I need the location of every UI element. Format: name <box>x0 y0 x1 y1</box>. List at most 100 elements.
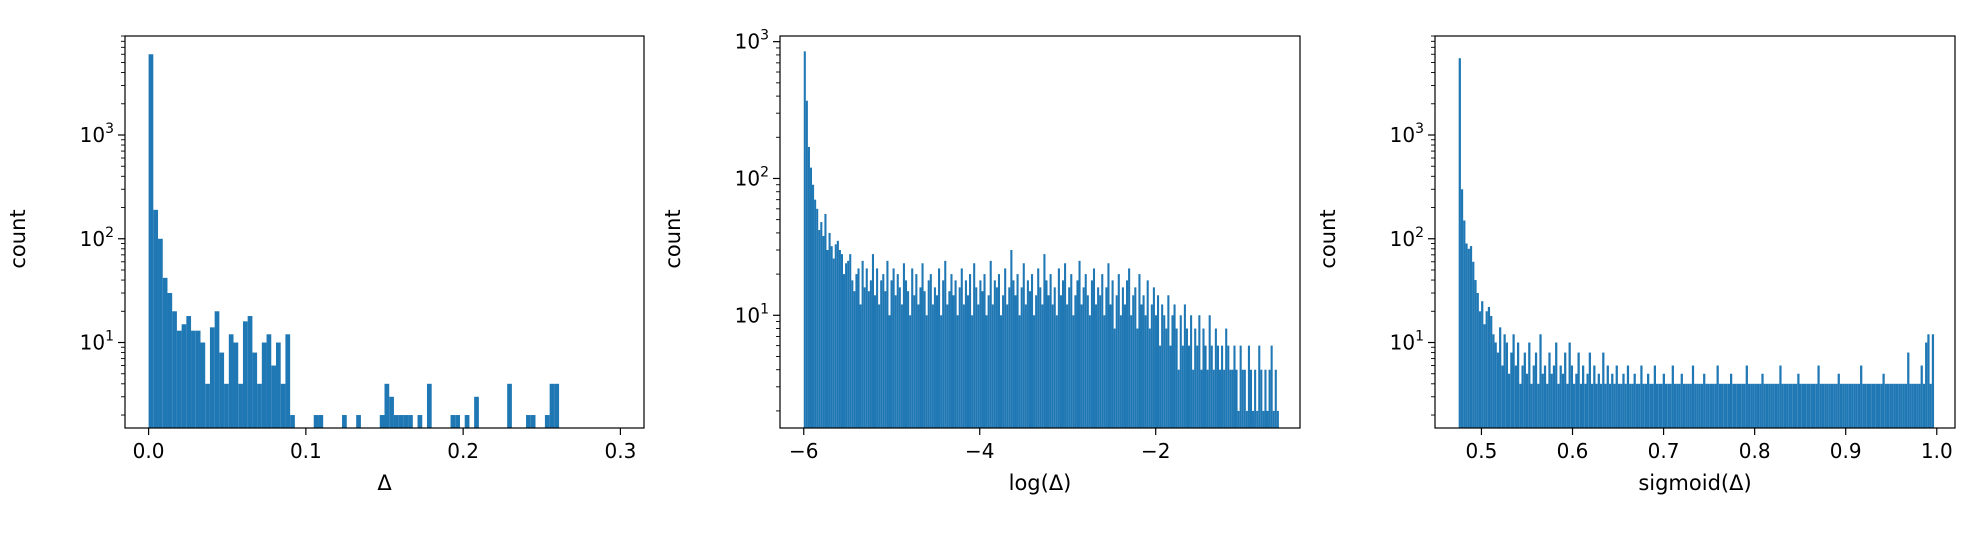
histogram-bar <box>1119 315 1122 428</box>
histogram-bar <box>983 274 986 428</box>
histogram-bar <box>1833 383 1836 428</box>
histogram-bar <box>917 304 920 428</box>
histogram-bar <box>1875 383 1878 428</box>
histogram-bar <box>1499 327 1502 428</box>
histogram-bar <box>1732 383 1735 428</box>
histogram-bar <box>1503 334 1506 428</box>
histogram-bar <box>1006 304 1009 428</box>
histogram-bar <box>1132 295 1135 428</box>
histogram-bar <box>1810 383 1813 428</box>
histogram-bar <box>1651 383 1654 428</box>
histogram-bar <box>1586 373 1589 428</box>
histogram-bar <box>1101 274 1104 428</box>
histogram-bar <box>1624 383 1627 428</box>
histogram-bar <box>859 304 862 428</box>
histogram-bar <box>1855 383 1858 428</box>
histogram-bar <box>1047 295 1050 428</box>
histogram-bar <box>1235 369 1238 428</box>
y-tick-label: 103 <box>735 28 769 54</box>
histogram-bar <box>834 244 837 428</box>
histogram-bar <box>1608 383 1612 428</box>
histogram-bar <box>1723 383 1726 428</box>
histogram-bar <box>1103 315 1106 428</box>
y-axis-label: count <box>6 209 30 268</box>
histogram-bar <box>1837 373 1840 428</box>
histogram-bar <box>1505 342 1509 428</box>
histogram-bar <box>894 295 897 428</box>
histogram-bar <box>985 315 988 428</box>
histogram-bar <box>896 274 899 428</box>
histogram-bar <box>1730 373 1733 428</box>
histogram-bar <box>1227 345 1230 428</box>
histogram-bar <box>1682 383 1686 428</box>
histogram-bar <box>925 315 928 428</box>
histogram-bar <box>861 260 864 428</box>
histogram-bar <box>1121 287 1124 428</box>
x-tick-label: 0.3 <box>605 439 637 463</box>
x-tick-label: 0.5 <box>1466 439 1498 463</box>
histogram-bar <box>890 280 893 428</box>
histogram-bar <box>1465 243 1468 428</box>
histogram-bar <box>1200 369 1203 428</box>
histogram-bar <box>1727 383 1730 428</box>
histogram-bar <box>1109 304 1112 428</box>
histogram-bar <box>1889 383 1892 428</box>
histogram-bar <box>1564 352 1567 428</box>
histogram-bar <box>342 415 347 428</box>
histogram-bar <box>950 274 953 428</box>
histogram-bar <box>944 260 947 428</box>
histogram-bar <box>987 295 990 428</box>
histogram-bar <box>1115 295 1118 428</box>
histogram-bar <box>1512 334 1515 428</box>
histogram-bar <box>1068 287 1071 428</box>
histogram-bar <box>1016 274 1019 428</box>
histogram-bar <box>929 274 932 428</box>
histogram-bar <box>938 268 941 428</box>
histogram-bar <box>1611 373 1614 428</box>
histogram-bar <box>389 396 394 428</box>
histogram-bar <box>186 316 192 428</box>
histogram-bar <box>1192 369 1195 428</box>
histogram-bar <box>1543 365 1547 428</box>
histogram-bar <box>1268 369 1271 428</box>
histogram-bar <box>840 254 844 428</box>
histogram-bar <box>379 415 385 428</box>
histogram-bar <box>1806 383 1809 428</box>
histogram-bar <box>1642 383 1645 428</box>
histogram-bar <box>1680 373 1683 428</box>
histogram-bar <box>1673 383 1677 428</box>
histogram-bar <box>855 274 858 428</box>
histogram-bar <box>1584 383 1587 428</box>
histogram-bar <box>1821 383 1825 428</box>
histogram-bar <box>993 280 996 428</box>
histogram-bar <box>393 415 399 428</box>
histogram-bar <box>1931 334 1935 428</box>
histogram-bar <box>1734 383 1737 428</box>
histogram-bar <box>921 263 924 428</box>
histogram-bar <box>1258 345 1261 428</box>
histogram-bar <box>1842 383 1845 428</box>
histogram-bar <box>1851 383 1854 428</box>
x-tick-label: 0.1 <box>290 439 322 463</box>
histogram-bar <box>981 291 984 428</box>
histogram-bar <box>1266 410 1269 428</box>
histogram-bar <box>1925 342 1928 428</box>
histogram-bar <box>384 383 390 428</box>
histogram-bar <box>803 51 806 428</box>
histogram-bar <box>172 311 177 428</box>
histogram-bar <box>450 415 456 428</box>
histogram-bar <box>1886 383 1890 428</box>
histogram-bar <box>1878 383 1881 428</box>
histogram-bar <box>1245 410 1248 428</box>
histogram-bar <box>1824 383 1827 428</box>
histogram-bar <box>219 352 225 428</box>
histogram-bar <box>1190 315 1193 428</box>
histogram-bar <box>271 365 276 428</box>
histogram-bar <box>1579 383 1582 428</box>
histogram-bar <box>1272 410 1275 428</box>
histogram-bar <box>1113 328 1116 428</box>
histogram-bar <box>1770 383 1773 428</box>
histogram-bar <box>403 415 409 428</box>
histogram-bar <box>1171 315 1174 428</box>
histogram-bar <box>1243 369 1246 428</box>
